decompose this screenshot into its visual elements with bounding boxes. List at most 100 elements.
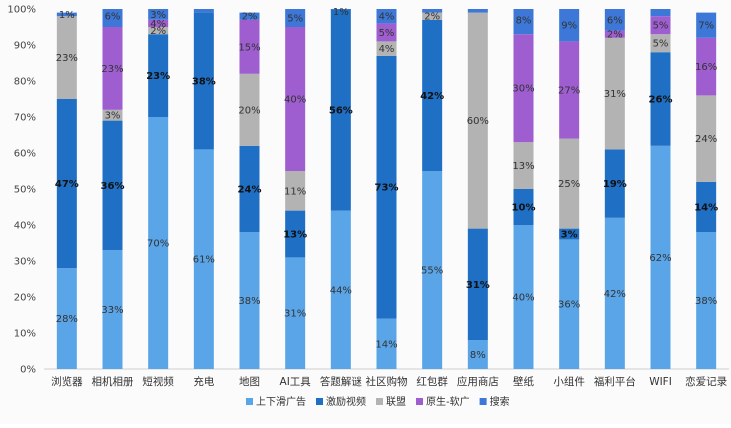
data-label: 44% xyxy=(330,285,352,296)
data-label: 38% xyxy=(695,296,717,307)
bar-segment xyxy=(650,16,671,35)
category-labels: 浏览器 相机相册 短视频 充电 地图 AI工具 答题解谜 社区购物 红包群 应用商店 壁纸 小组件 福利… xyxy=(51,375,727,388)
legend: 上下滑广告 激励视频 联盟 原生-软广 搜索 xyxy=(246,395,510,408)
bar-segment xyxy=(650,145,671,369)
data-label: 5% xyxy=(653,21,669,32)
bar-segment xyxy=(239,232,260,369)
data-label: 6% xyxy=(607,15,623,26)
data-label: 23% xyxy=(101,64,123,75)
bar-segment xyxy=(285,9,306,27)
y-tick-label: 10% xyxy=(14,329,36,340)
bar-segment xyxy=(239,12,260,20)
data-label: 7% xyxy=(698,21,714,32)
data-label: 2% xyxy=(150,26,166,37)
bar-segment xyxy=(285,171,306,211)
bar-segment xyxy=(650,52,671,146)
bar-segment xyxy=(376,9,397,24)
bar-segment xyxy=(696,181,717,233)
data-label: 30% xyxy=(512,84,534,95)
data-label: 3% xyxy=(105,111,121,122)
y-tick-label: 60% xyxy=(14,149,36,160)
data-label: 11% xyxy=(284,186,306,197)
data-label: 23% xyxy=(56,53,78,64)
data-label: 26% xyxy=(649,95,673,106)
data-label: 3% xyxy=(561,230,578,241)
bar-segment xyxy=(102,250,123,369)
bar-segment xyxy=(696,95,717,182)
data-label: 42% xyxy=(604,289,626,300)
bar-segment xyxy=(56,99,77,269)
data-label: 47% xyxy=(55,179,79,190)
data-label: 73% xyxy=(375,183,399,194)
category-label: 地图 xyxy=(239,375,260,388)
data-label: 1% xyxy=(333,7,349,18)
bar-segment xyxy=(148,27,169,35)
bar-segment xyxy=(330,9,351,211)
category-label: 相机相册 xyxy=(92,375,134,388)
category-label: WIFI xyxy=(649,376,672,388)
y-tick-label: 20% xyxy=(14,293,36,304)
bar-segment xyxy=(696,232,717,369)
bar-segment xyxy=(604,217,625,369)
data-label: 33% xyxy=(101,305,123,316)
bars xyxy=(56,9,717,369)
legend-label: 原生-软广 xyxy=(426,395,470,408)
legend-swatch xyxy=(316,398,323,405)
data-label: 23% xyxy=(146,71,170,82)
bar-segment xyxy=(696,37,717,96)
y-tick-label: 80% xyxy=(14,77,36,88)
bar-segment xyxy=(285,27,306,171)
y-tick-label: 100% xyxy=(7,5,36,16)
bar-segment xyxy=(239,145,260,233)
data-label: 31% xyxy=(284,309,306,320)
category-label: 红包群 xyxy=(416,375,448,388)
data-label: 28% xyxy=(56,314,78,325)
bar-segment xyxy=(56,12,77,17)
data-label: 4% xyxy=(379,44,395,55)
bar-segment xyxy=(467,12,488,229)
data-label: 42% xyxy=(420,91,444,102)
category-label: 恋爱记录 xyxy=(685,375,727,388)
data-label: 55% xyxy=(421,266,443,277)
category-label: 福利平台 xyxy=(594,375,636,388)
bar-segment xyxy=(239,19,260,74)
data-label: 15% xyxy=(238,42,260,53)
bar-segment xyxy=(604,149,625,218)
bar-segment xyxy=(376,41,397,56)
data-label: 60% xyxy=(467,116,489,127)
legend-label: 上下滑广告 xyxy=(256,395,306,408)
data-label: 36% xyxy=(101,181,125,192)
category-label: 应用商店 xyxy=(457,375,499,388)
data-label: 38% xyxy=(192,77,216,88)
data-label: 19% xyxy=(603,179,627,190)
data-label: 24% xyxy=(238,185,262,196)
bar-segment xyxy=(330,9,351,10)
bar-segment xyxy=(376,23,397,42)
data-label: 13% xyxy=(512,161,534,172)
bar-segment xyxy=(650,34,671,53)
bar-segment xyxy=(467,9,488,13)
bar-segment xyxy=(193,9,214,13)
bar-segment xyxy=(148,34,169,118)
bar-segment xyxy=(422,12,443,20)
bar-segment xyxy=(148,19,169,27)
bar-segment xyxy=(148,117,169,369)
legend-swatch xyxy=(246,398,253,405)
bar-segment xyxy=(467,228,488,341)
bar-segment xyxy=(285,257,306,369)
bar-segment xyxy=(559,228,580,240)
category-label: 答题解谜 xyxy=(320,375,362,388)
bar-segment xyxy=(513,9,534,35)
y-tick-label: 30% xyxy=(14,257,36,268)
bar-segment xyxy=(650,9,671,17)
data-label: 61% xyxy=(193,255,215,266)
bar-segment xyxy=(559,41,580,139)
bar-segment xyxy=(696,12,717,38)
bar-segment xyxy=(239,73,260,146)
y-tick-label: 50% xyxy=(14,185,36,196)
data-label: 5% xyxy=(653,39,669,50)
data-label: 16% xyxy=(695,62,717,73)
data-label: 40% xyxy=(512,293,534,304)
bar-segment xyxy=(513,189,534,225)
bar-segment xyxy=(559,9,580,42)
